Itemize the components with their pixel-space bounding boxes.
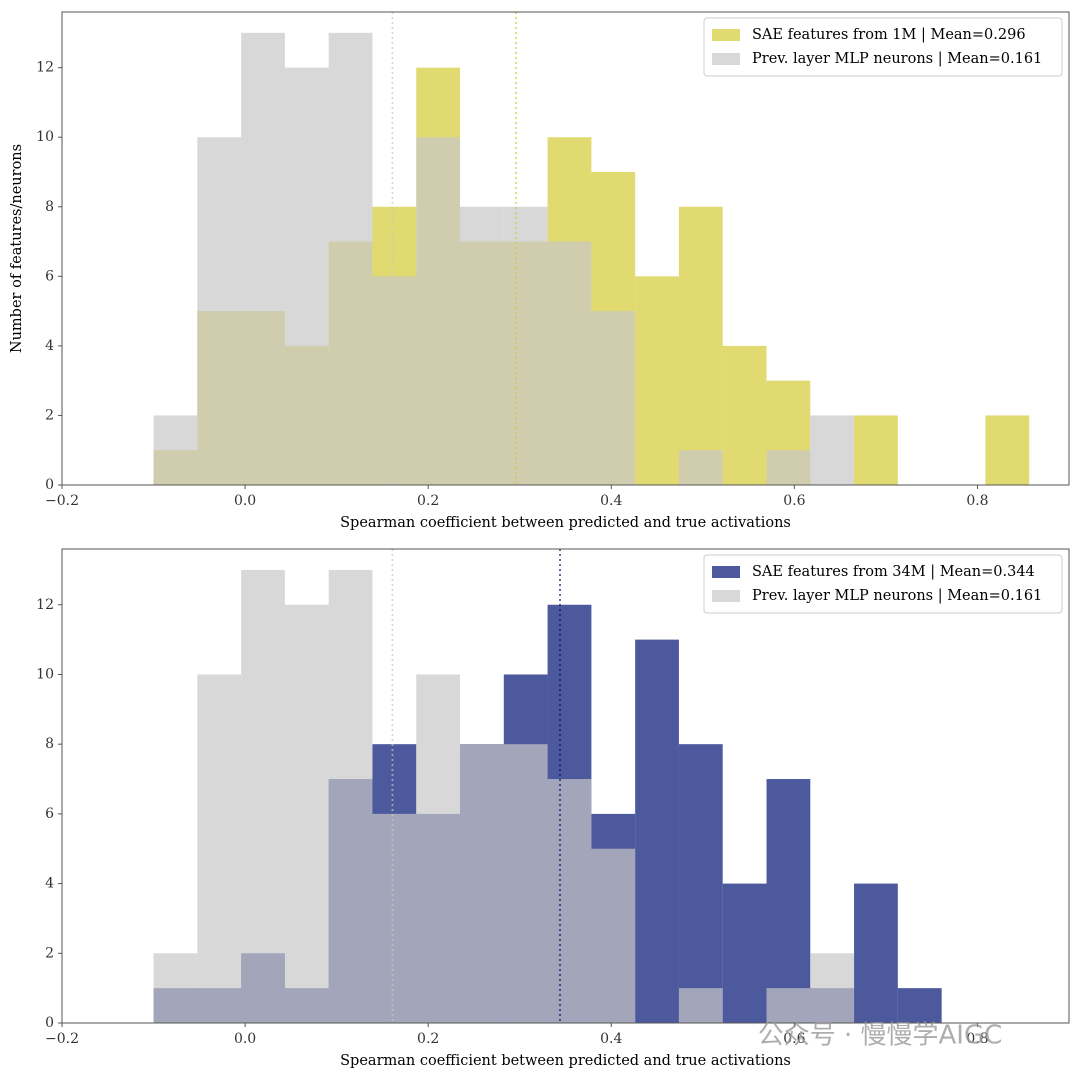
bar — [503, 206, 548, 485]
x-tick-label: 0.8 — [966, 1031, 988, 1047]
y-tick-label: 12 — [36, 60, 54, 76]
y-tick-label: 0 — [45, 1015, 54, 1031]
legend-label: Prev. layer MLP neurons | Mean=0.161 — [752, 51, 1042, 67]
x-tick-label: −0.2 — [45, 493, 79, 509]
bar — [328, 569, 373, 1023]
bar — [416, 674, 461, 1023]
legend-label: SAE features from 1M | Mean=0.296 — [752, 27, 1026, 43]
bar — [328, 32, 373, 485]
y-tick-label: 10 — [36, 666, 54, 682]
legend-swatch — [712, 590, 740, 602]
bar — [284, 67, 329, 485]
y-tick-label: 6 — [45, 806, 54, 822]
bar — [810, 415, 855, 485]
legend: SAE features from 1M | Mean=0.296 Prev. l… — [703, 17, 1063, 77]
bar — [810, 953, 855, 1023]
bar — [416, 137, 461, 486]
bar — [722, 345, 767, 485]
y-tick-label: 6 — [45, 268, 54, 284]
chart: −0.2 0.0 0.2 0.4 0.6 0.8 0 2 4 6 8 10 12 Spearman coe… — [9, 11, 1070, 531]
x-axis-label: Spearman coefficient between predicted a… — [340, 1053, 791, 1069]
x-tick-label: 0.2 — [417, 1031, 439, 1047]
bar — [985, 415, 1030, 485]
bar — [372, 276, 417, 485]
legend-swatch — [712, 29, 740, 41]
bar — [284, 604, 329, 1023]
bar — [678, 206, 723, 485]
bar — [722, 883, 767, 1023]
y-tick-label: 0 — [45, 477, 54, 493]
legend-frame — [703, 17, 1063, 77]
y-tick-label: 2 — [45, 945, 54, 961]
bar — [197, 674, 242, 1023]
bar — [241, 569, 285, 1023]
bar — [153, 953, 198, 1023]
legend-swatch — [712, 566, 740, 578]
x-tick-label: 0.4 — [600, 1031, 622, 1047]
x-tick-label: 0.6 — [783, 493, 805, 509]
bar — [153, 415, 198, 485]
bar — [854, 415, 898, 485]
y-tick-label: 8 — [45, 199, 54, 215]
y-tick-label: 10 — [36, 129, 54, 145]
bar — [241, 32, 285, 485]
y-tick-label: 4 — [45, 876, 54, 892]
bar — [460, 206, 504, 485]
legend: SAE features from 34M | Mean=0.344 Prev. … — [703, 554, 1063, 614]
y-tick-label: 2 — [45, 407, 54, 423]
legend-label: SAE features from 34M | Mean=0.344 — [752, 564, 1035, 580]
chart: −0.2 0.0 0.2 0.4 0.6 0.8 0 2 4 6 8 10 12 Spearman coe… — [36, 548, 1070, 1069]
bar — [460, 744, 504, 1023]
y-tick-label: 8 — [45, 736, 54, 752]
bar — [635, 276, 679, 485]
legend-swatch — [712, 53, 740, 65]
x-tick-label: 0.8 — [966, 493, 988, 509]
bar — [197, 137, 242, 486]
bar — [591, 311, 636, 485]
bar — [766, 450, 811, 485]
bar — [678, 744, 723, 1023]
bar — [372, 813, 417, 1023]
bar — [854, 883, 898, 1023]
bar — [766, 779, 811, 1023]
y-tick-label: 4 — [45, 338, 54, 354]
bar — [635, 639, 679, 1023]
bar — [547, 779, 592, 1023]
bar — [897, 988, 942, 1023]
x-tick-label: 0.4 — [600, 493, 622, 509]
bar — [678, 450, 723, 485]
x-tick-label: −0.2 — [45, 1031, 79, 1047]
plot-frame — [61, 548, 1070, 1024]
x-tick-label: 0.2 — [417, 493, 439, 509]
bar — [503, 744, 548, 1023]
plot-frame — [61, 11, 1070, 486]
x-tick-label: 0.6 — [783, 1031, 805, 1047]
x-axis-label: Spearman coefficient between predicted a… — [340, 515, 791, 531]
y-axis-label: Number of features/neurons — [9, 144, 25, 353]
bar — [591, 848, 636, 1023]
bar — [547, 241, 592, 485]
bar — [678, 988, 723, 1023]
watermark: 公众号 · 慢慢学AIGC — [758, 1021, 1003, 1051]
legend-frame — [703, 554, 1063, 614]
y-tick-label: 12 — [36, 597, 54, 613]
legend-label: Prev. layer MLP neurons | Mean=0.161 — [752, 588, 1042, 604]
x-tick-label: 0.0 — [234, 1031, 256, 1047]
bar — [766, 988, 811, 1023]
x-tick-label: 0.0 — [234, 493, 256, 509]
